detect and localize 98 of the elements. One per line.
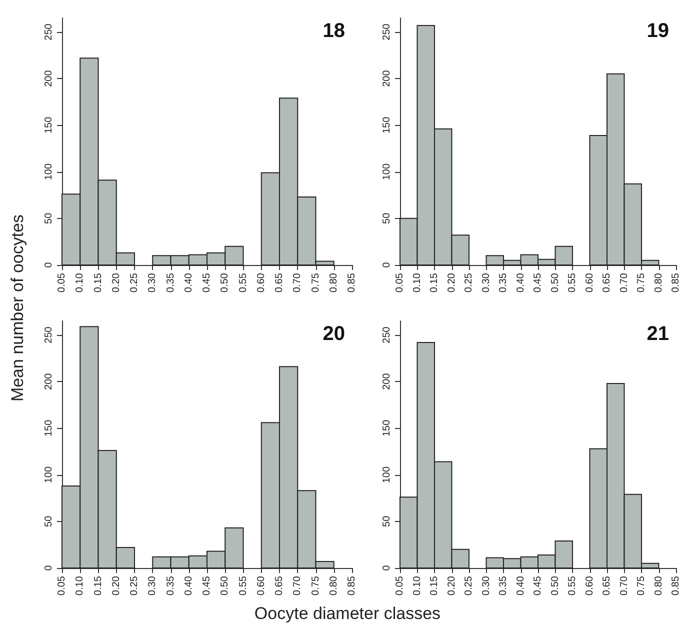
y-tick-label: 150 xyxy=(382,419,392,437)
x-tick-label: 0.80 xyxy=(653,272,664,292)
y-tick-label: 100 xyxy=(382,466,392,484)
x-tick-label: 0.15 xyxy=(92,272,104,292)
x-tick-label: 0.05 xyxy=(56,272,68,292)
y-tick-label: 150 xyxy=(382,116,392,134)
y-tick-label: 200 xyxy=(382,70,392,87)
x-tick-label: 0.50 xyxy=(220,272,231,292)
x-tick-label: 0.55 xyxy=(567,576,578,596)
x-tick-label: 0.20 xyxy=(446,272,458,292)
x-tick-label: 0.15 xyxy=(92,576,104,596)
x-tick-label: 0.75 xyxy=(310,272,322,292)
y-tick-label: 200 xyxy=(44,372,54,390)
x-tick-label: 0.20 xyxy=(110,576,122,596)
x-tick-label: 0.75 xyxy=(310,576,322,596)
x-tick-label: 0.35 xyxy=(498,576,509,596)
y-tick-label: 0 xyxy=(44,564,54,571)
x-tick-label: 0.05 xyxy=(394,576,406,596)
x-tick-label: 0.65 xyxy=(274,576,285,596)
y-tick-label: 100 xyxy=(382,163,392,180)
x-tick-label: 0.10 xyxy=(74,576,86,596)
y-tick-label: 0 xyxy=(382,564,392,571)
x-tick-label: 0.70 xyxy=(618,272,630,292)
y-tick-label: 0 xyxy=(382,262,392,268)
chart-title: 18 xyxy=(322,20,346,42)
x-tick-label: 0.80 xyxy=(328,272,340,292)
x-tick-label: 0.70 xyxy=(618,576,630,596)
x-tick-label: 0.40 xyxy=(515,576,526,596)
y-tick-label: 200 xyxy=(382,372,392,390)
x-tick-label: 0.80 xyxy=(328,576,340,596)
x-tick-label: 0.40 xyxy=(183,576,194,596)
x-axis-title: Oocyte diameter classes xyxy=(253,604,442,624)
x-tick-label: 0.85 xyxy=(346,576,358,596)
y-tick-label: 50 xyxy=(382,515,392,527)
y-tick-label: 150 xyxy=(44,116,54,134)
x-tick-label: 0.85 xyxy=(670,576,682,596)
x-tick-label: 0.35 xyxy=(165,272,176,292)
y-tick-label: 250 xyxy=(44,326,54,344)
x-tick-label: 0.30 xyxy=(147,272,158,292)
y-tick-label: 50 xyxy=(382,212,392,224)
x-tick-label: 0.40 xyxy=(515,272,526,292)
y-tick-label: 250 xyxy=(382,326,392,344)
chart-title: 20 xyxy=(322,323,346,345)
y-tick-label: 50 xyxy=(44,515,54,527)
chart-title: 21 xyxy=(646,323,670,345)
x-tick-label: 0.05 xyxy=(394,272,406,292)
x-tick-label: 0.45 xyxy=(202,272,212,292)
x-tick-label: 0.10 xyxy=(74,272,86,292)
x-tick-label: 0.25 xyxy=(129,272,140,292)
x-tick-label: 0.25 xyxy=(464,272,474,292)
x-tick-label: 0.45 xyxy=(202,576,212,596)
x-tick-label: 0.70 xyxy=(292,576,304,596)
x-tick-label: 0.40 xyxy=(183,272,194,292)
x-tick-label: 0.55 xyxy=(238,272,249,292)
x-tick-label: 0.75 xyxy=(636,272,647,292)
x-tick-label: 0.30 xyxy=(147,576,158,596)
x-tick-label: 0.60 xyxy=(256,576,267,596)
x-tick-label: 0.65 xyxy=(602,272,612,292)
y-tick-label: 100 xyxy=(44,466,54,484)
x-tick-label: 0.60 xyxy=(584,576,596,596)
y-tick-label: 100 xyxy=(44,163,54,180)
x-tick-label: 0.20 xyxy=(110,272,122,292)
x-tick-label: 0.55 xyxy=(238,576,249,596)
x-tick-label: 0.30 xyxy=(480,576,492,596)
y-tick-label: 250 xyxy=(44,23,54,40)
x-tick-label: 0.15 xyxy=(429,576,440,596)
x-tick-label: 0.85 xyxy=(346,272,358,292)
x-tick-label: 0.65 xyxy=(602,576,612,596)
y-tick-label: 200 xyxy=(44,70,54,87)
x-tick-label: 0.50 xyxy=(220,576,231,596)
x-tick-label: 0.60 xyxy=(256,272,267,292)
x-tick-label: 0.45 xyxy=(532,576,544,596)
x-tick-label: 0.55 xyxy=(567,272,578,292)
x-tick-label: 0.75 xyxy=(636,576,647,596)
x-tick-label: 0.50 xyxy=(550,576,561,596)
y-tick-label: 250 xyxy=(382,23,392,40)
x-tick-label: 0.15 xyxy=(429,272,440,292)
x-tick-label: 0.25 xyxy=(464,576,474,596)
x-tick-label: 0.85 xyxy=(670,272,682,292)
y-tick-label: 50 xyxy=(44,212,54,224)
x-tick-label: 0.45 xyxy=(532,272,544,292)
x-tick-label: 0.20 xyxy=(446,576,458,596)
x-tick-label: 0.60 xyxy=(584,272,596,292)
y-tick-label: 0 xyxy=(44,262,54,268)
x-tick-label: 0.70 xyxy=(292,272,304,292)
y-axis-title: Mean number of oocytes xyxy=(8,214,28,402)
x-tick-label: 0.35 xyxy=(165,576,176,596)
y-tick-label: 150 xyxy=(44,419,54,437)
x-tick-label: 0.65 xyxy=(274,272,285,292)
x-tick-label: 0.05 xyxy=(56,576,68,596)
chart-title: 19 xyxy=(646,20,670,42)
x-tick-label: 0.10 xyxy=(412,272,423,292)
x-tick-label: 0.35 xyxy=(498,272,509,292)
x-tick-label: 0.10 xyxy=(412,576,423,596)
x-tick-label: 0.80 xyxy=(653,576,664,596)
x-tick-label: 0.50 xyxy=(550,272,561,292)
x-tick-label: 0.25 xyxy=(129,576,140,596)
x-tick-label: 0.30 xyxy=(480,272,492,292)
